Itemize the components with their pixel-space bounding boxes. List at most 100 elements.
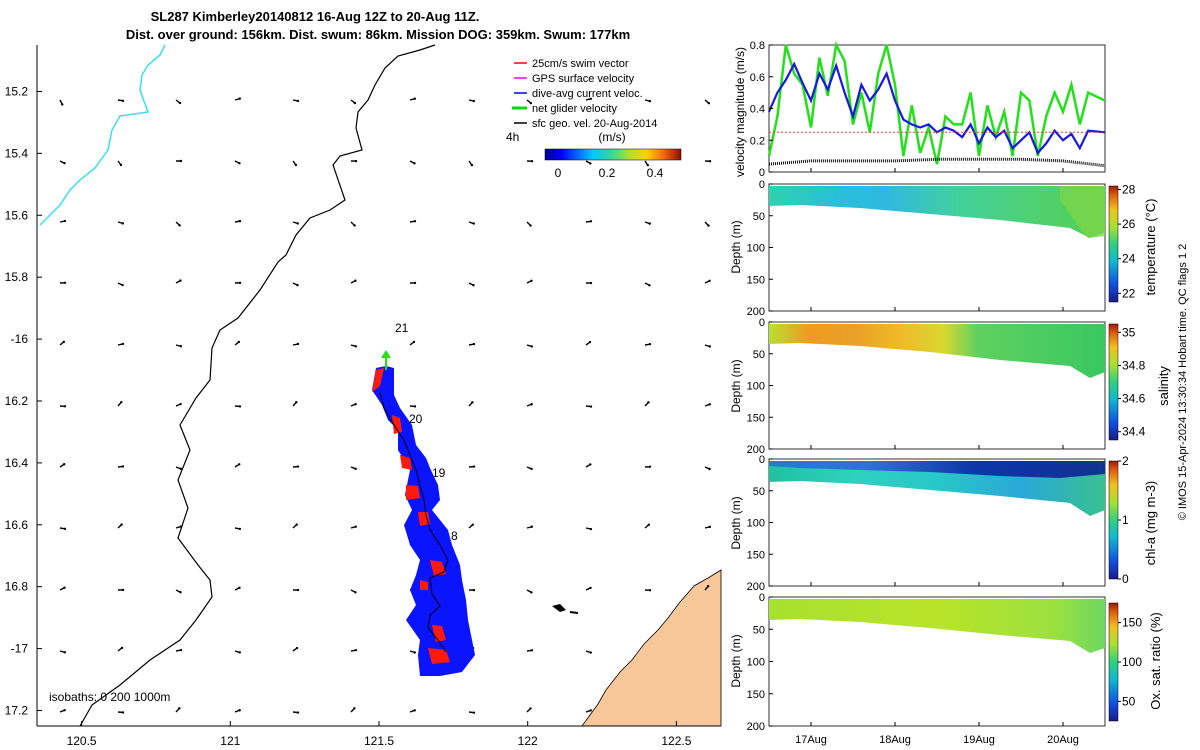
sfc-velocity-arrowhead: [412, 340, 416, 344]
temperature-colorbar: [1108, 185, 1119, 303]
date-x-ticks: 17Aug 18Aug 19Aug 20Aug: [795, 168, 1079, 746]
sfc-velocity-arrowhead: [354, 402, 357, 406]
sfc-velocity-arrowhead: [354, 345, 358, 348]
sfc-velocity-arrowhead: [179, 525, 182, 528]
chla-colorbar: [1108, 460, 1119, 580]
salinity-panel: Depth (m) salinity: [729, 321, 1171, 450]
map-y-tick-label: 16.8: [5, 580, 29, 594]
map-y-tick-label: 16.6: [5, 518, 29, 532]
sfc-velocity-arrowhead: [179, 467, 182, 470]
sfc-velocity-arrowhead: [121, 222, 125, 225]
sfc-velocity-arrowhead: [178, 224, 181, 227]
depth-tick-label: 150: [747, 689, 765, 701]
depth-tick-label: 200: [747, 444, 765, 456]
sfc-velocity-arrowhead: [472, 342, 476, 346]
sfc-velocity-arrowhead: [238, 586, 241, 589]
temperature-section: [769, 186, 1105, 238]
oxygen-panel: Depth (m) Ox. sat. ratio (%): [729, 596, 1163, 727]
date-tick-label: 20Aug: [1047, 734, 1079, 746]
depth-tick-label: 50: [753, 624, 765, 636]
sfc-velocity-arrowhead: [648, 589, 652, 592]
depth-tick-label: 50: [753, 486, 765, 498]
island: [552, 604, 566, 612]
sfc-velocity-arrowhead: [63, 405, 67, 408]
sfc-velocity-arrowhead: [296, 283, 299, 287]
map-y-tick-label: 15.6: [5, 208, 29, 222]
colorbar-tick-label: 1: [1122, 513, 1129, 527]
colorbar-unit: (m/s): [598, 130, 625, 144]
sfc-velocity-arrowhead: [63, 527, 67, 531]
map-x-tick-label: 121.5: [364, 734, 394, 748]
sfc-velocity-arrowhead: [530, 159, 534, 163]
sfc-velocity-arrowhead: [354, 467, 357, 471]
sfc-velocity-arrowhead: [471, 401, 474, 404]
map-y-tick-label: -16: [11, 332, 29, 346]
colorbar-tick-label: 50: [1122, 694, 1136, 708]
depth-tick-label: 0: [759, 454, 765, 466]
sfc-velocity-arrowhead: [354, 525, 358, 528]
colorbar-tick-label: 28: [1122, 182, 1136, 196]
map-x-tick-label: 122: [518, 734, 538, 748]
sfc-velocity-arrowhead: [179, 402, 182, 406]
map-y-tick-label: 15.4: [5, 146, 29, 160]
sfc-velocity-arrowhead: [708, 403, 711, 406]
sfc-velocity-arrowhead: [296, 465, 300, 468]
depth-tick-label: 200: [747, 581, 765, 593]
isobaths-label: isobaths: 0 200 1000m: [49, 690, 170, 704]
section-ticks: 0501001502002224262805010015020034.434.6…: [747, 179, 1146, 733]
colorbar-tick-label: 22: [1122, 286, 1136, 300]
sfc-velocity-arrowhead: [647, 401, 650, 404]
sfc-velocity-arrowhead: [296, 588, 300, 592]
sfc-velocity-arrowhead: [530, 403, 533, 406]
depth-tick-label: 50: [753, 349, 765, 361]
colorbar-tick-label: 34.8: [1122, 358, 1146, 372]
sfc-velocity-arrowhead: [63, 651, 67, 654]
velocity-y-tick-label: 0: [759, 167, 765, 179]
legend-label: net glider velocity: [532, 103, 617, 115]
sfc-velocity-arrowhead: [296, 711, 300, 714]
depth-tick-label: 150: [747, 274, 765, 286]
sfc-velocity-arrowhead: [63, 708, 66, 712]
sfc-velocity-arrowhead: [295, 401, 298, 404]
sfc-velocity-arrowhead: [706, 584, 710, 588]
velocity-y-ticks: 0 0.2 0.4 0.6 0.8: [750, 40, 773, 179]
sfc-velocity-arrowhead: [530, 649, 534, 652]
colorbar-tick-label: 150: [1122, 616, 1142, 630]
sfc-velocity-arrowhead: [119, 163, 123, 167]
map-y-tick-label: 16.4: [5, 456, 29, 470]
sfc-velocity-arrowhead: [529, 101, 533, 105]
legend-label: GPS surface velocity: [532, 73, 635, 85]
sfc-velocity-arrowhead: [238, 162, 241, 165]
sfc-velocity-arrowhead: [238, 651, 241, 654]
legend-label: dive-avg current veloc.: [532, 88, 643, 100]
sfc-velocity-arrowhead: [648, 284, 651, 287]
date-tick-label: 18Aug: [879, 734, 911, 746]
sfc-velocity-arrowhead: [121, 342, 125, 346]
map-x-tick-label: 120.5: [67, 734, 97, 748]
velocity-y-tick-label: 0.2: [750, 135, 765, 147]
sfc-velocity-arrowhead: [296, 99, 300, 103]
velocity-series: [767, 41, 1106, 168]
depth-tick-label: 100: [747, 381, 765, 393]
chla-panel: Depth (m) chl-a (mg m-3): [729, 458, 1158, 587]
map-y-tick-label: 15.2: [5, 84, 29, 98]
chla-cbar-label: chl-a (mg m-3): [1143, 481, 1158, 566]
sfc-velocity-arrowhead: [589, 220, 593, 223]
sfc-velocity-arrowhead: [413, 162, 416, 165]
sfc-velocity-arrowhead: [120, 523, 123, 526]
sfc-velocity-arrowhead: [413, 281, 417, 285]
sfc-velocity-arrowhead: [413, 405, 417, 408]
sfc-velocity-arrowhead: [708, 525, 712, 529]
velocity-series-line: [767, 41, 1106, 165]
colorbar-tick-label: 0: [1122, 572, 1129, 586]
depth-tick-label: 150: [747, 549, 765, 561]
isobath-0m: [39, 44, 166, 226]
sfc-velocity-arrowhead: [121, 283, 124, 287]
depth-tick-label: 100: [747, 243, 765, 255]
depth-tick-label: 0: [759, 317, 765, 329]
sfc-velocity-arrowhead: [238, 709, 241, 712]
sfc-velocity-arrowhead: [472, 222, 475, 225]
sfc-velocity-arrowhead: [179, 279, 182, 282]
sfc-velocity-arrowhead: [589, 527, 593, 531]
sfc-velocity-arrowhead: [354, 648, 358, 652]
